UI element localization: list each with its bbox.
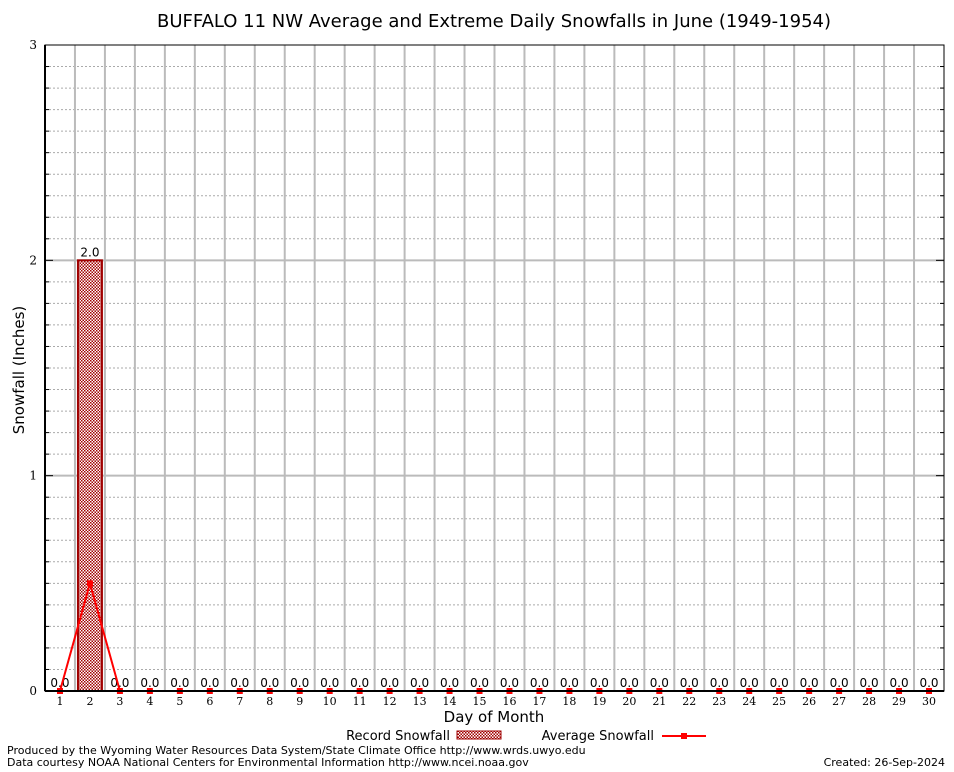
record-data-label: 0.0 xyxy=(800,676,819,690)
x-tick-label: 1 xyxy=(56,695,63,708)
record-data-label: 0.0 xyxy=(440,676,459,690)
x-tick-label: 26 xyxy=(802,695,816,708)
chart-title: BUFFALO 11 NW Average and Extreme Daily … xyxy=(157,11,831,32)
record-data-label: 0.0 xyxy=(560,676,579,690)
y-tick-label: 0 xyxy=(29,684,37,698)
record-data-label: 0.0 xyxy=(710,676,729,690)
record-data-label: 0.0 xyxy=(230,676,249,690)
x-tick-label: 15 xyxy=(473,695,487,708)
record-data-label: 0.0 xyxy=(770,676,789,690)
x-tick-label: 6 xyxy=(206,695,213,708)
record-data-label: 0.0 xyxy=(140,676,159,690)
x-tick-label: 22 xyxy=(682,695,696,708)
record-data-label: 0.0 xyxy=(530,676,549,690)
record-data-label: 0.0 xyxy=(500,676,519,690)
x-tick-label: 21 xyxy=(652,695,666,708)
record-data-label: 0.0 xyxy=(110,676,129,690)
x-tick-label: 12 xyxy=(383,695,397,708)
x-tick-label: 28 xyxy=(862,695,876,708)
y-axis-label: Snowfall (Inches) xyxy=(10,306,28,434)
legend-label-record: Record Snowfall xyxy=(346,729,450,744)
x-tick-label: 18 xyxy=(562,695,576,708)
legend-swatch-record xyxy=(456,730,502,740)
x-tick-label: 16 xyxy=(502,695,516,708)
record-data-label: 0.0 xyxy=(919,676,938,690)
x-tick-label: 30 xyxy=(922,695,936,708)
record-data-label: 0.0 xyxy=(350,676,369,690)
x-tick-label: 23 xyxy=(712,695,726,708)
y-tick-label: 3 xyxy=(29,38,37,52)
record-data-label: 0.0 xyxy=(290,676,309,690)
record-data-label: 0.0 xyxy=(860,676,879,690)
record-data-label: 0.0 xyxy=(470,676,489,690)
record-data-label: 0.0 xyxy=(380,676,399,690)
y-tick-label: 1 xyxy=(29,469,37,483)
record-data-label: 0.0 xyxy=(260,676,279,690)
record-data-label: 0.0 xyxy=(650,676,669,690)
footer-data-courtesy: Data courtesy NOAA National Centers for … xyxy=(7,756,529,768)
x-tick-label: 5 xyxy=(176,695,183,708)
x-tick-label: 24 xyxy=(742,695,756,708)
x-tick-label: 11 xyxy=(353,695,367,708)
record-data-label: 0.0 xyxy=(410,676,429,690)
record-data-label: 0.0 xyxy=(620,676,639,690)
x-tick-label: 29 xyxy=(892,695,906,708)
x-tick-label: 14 xyxy=(443,695,457,708)
record-bar xyxy=(76,259,103,692)
record-data-label: 0.0 xyxy=(320,676,339,690)
x-tick-label: 19 xyxy=(592,695,606,708)
record-data-label: 0.0 xyxy=(50,676,69,690)
legend-marker-average xyxy=(681,733,687,739)
x-tick-label: 17 xyxy=(532,695,546,708)
record-data-label: 0.0 xyxy=(680,676,699,690)
x-tick-label: 3 xyxy=(116,695,123,708)
legend-label-average: Average Snowfall xyxy=(542,729,654,744)
x-tick-label: 20 xyxy=(622,695,636,708)
x-tick-label: 10 xyxy=(323,695,337,708)
record-data-label: 0.0 xyxy=(170,676,189,690)
y-tick-label: 2 xyxy=(29,253,37,267)
record-data-label: 0.0 xyxy=(590,676,609,690)
x-tick-label: 27 xyxy=(832,695,846,708)
record-data-label: 0.0 xyxy=(890,676,909,690)
record-data-label: 0.0 xyxy=(830,676,849,690)
x-tick-label: 7 xyxy=(236,695,243,708)
x-tick-label: 25 xyxy=(772,695,786,708)
x-tick-label: 4 xyxy=(146,695,153,708)
x-tick-label: 2 xyxy=(86,695,93,708)
legend: Record Snowfall Average Snowfall xyxy=(346,729,706,744)
record-data-label: 0.0 xyxy=(740,676,759,690)
x-tick-label: 8 xyxy=(266,695,273,708)
record-data-label: 0.0 xyxy=(200,676,219,690)
record-data-label: 2.0 xyxy=(80,245,99,259)
footer-created: Created: 26-Sep-2024 xyxy=(824,756,945,768)
x-axis-label: Day of Month xyxy=(444,708,545,726)
x-tick-label: 13 xyxy=(413,695,427,708)
x-tick-label: 9 xyxy=(296,695,303,708)
footer-produced-by: Produced by the Wyoming Water Resources … xyxy=(7,744,586,757)
average-point xyxy=(86,580,93,587)
